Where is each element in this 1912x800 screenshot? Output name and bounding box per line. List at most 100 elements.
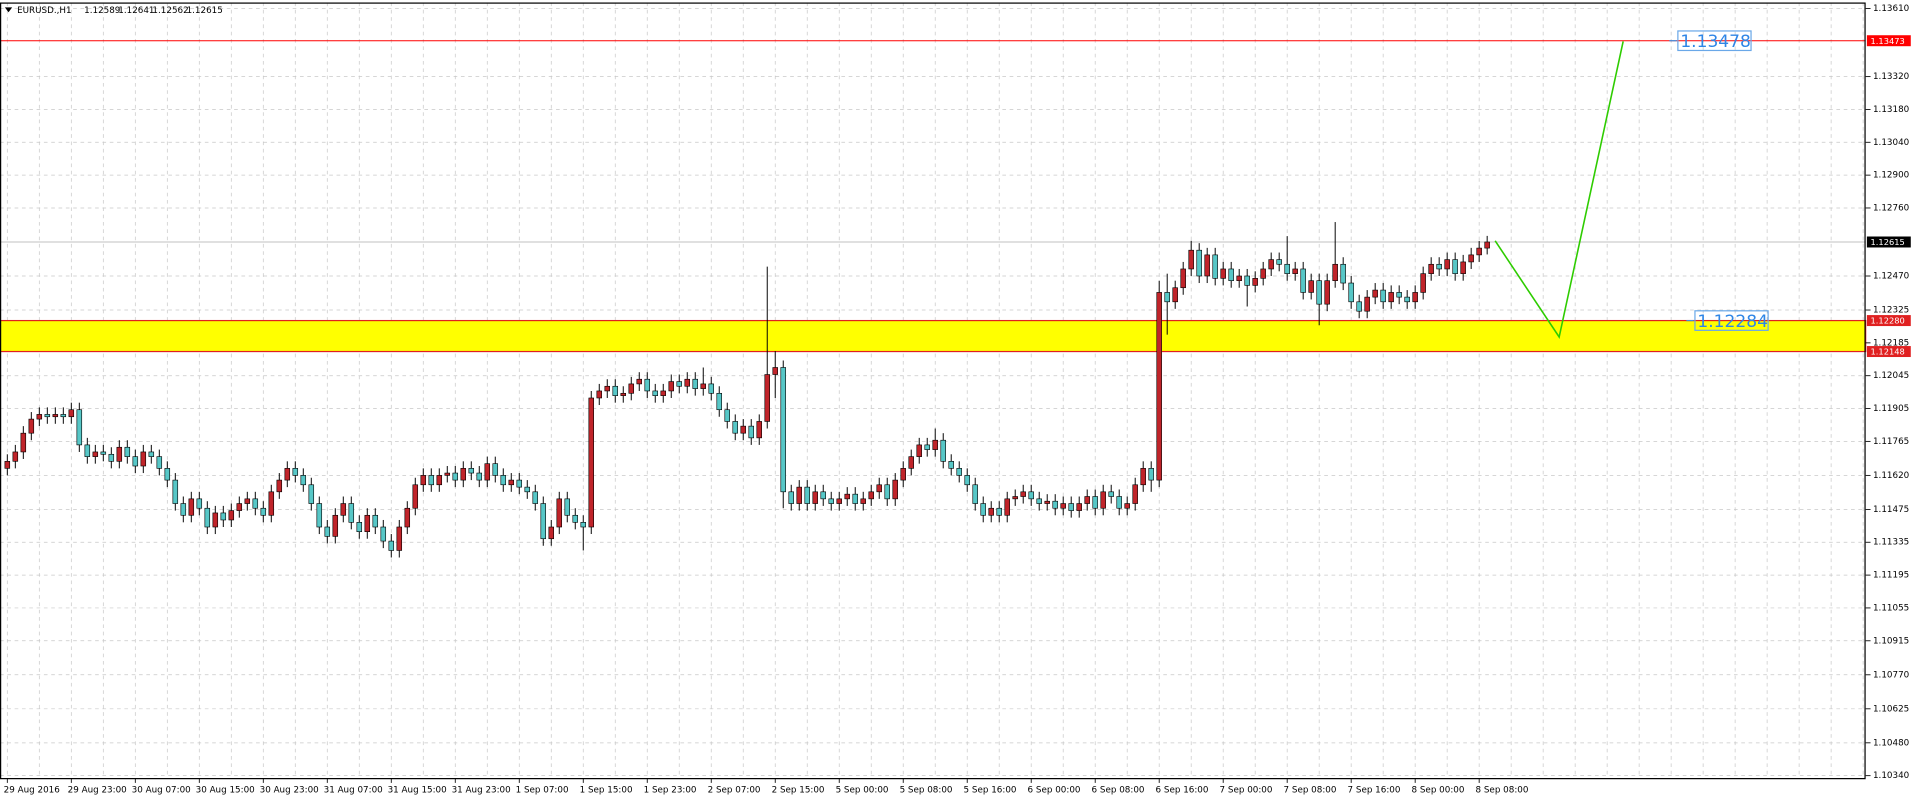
candle-body bbox=[484, 463, 491, 481]
candle-body bbox=[748, 425, 754, 439]
x-tick-label: 1 Sep 23:00 bbox=[644, 786, 697, 796]
x-tick-label: 8 Sep 00:00 bbox=[1412, 786, 1465, 796]
y-tick-label: 1.12900 bbox=[1873, 171, 1909, 181]
candle-body bbox=[932, 439, 938, 450]
candle-body bbox=[1036, 498, 1042, 504]
x-tick-label: 8 Sep 08:00 bbox=[1476, 786, 1529, 796]
candle-body bbox=[1276, 259, 1282, 265]
annotation-box bbox=[1694, 310, 1769, 331]
candle-body bbox=[660, 390, 666, 396]
x-tick-label: 30 Aug 23:00 bbox=[260, 786, 319, 796]
candle-body bbox=[340, 503, 347, 516]
y-tick-label: 1.13040 bbox=[1873, 138, 1909, 148]
candle-body bbox=[1340, 263, 1346, 284]
candle-body bbox=[652, 390, 658, 396]
candle-body bbox=[900, 468, 906, 481]
y-tick-label: 1.12185 bbox=[1873, 338, 1909, 348]
candle-body bbox=[1172, 287, 1178, 303]
candle-body bbox=[116, 446, 123, 462]
x-tick-label: 29 Aug 2016 bbox=[4, 786, 61, 796]
candle-body bbox=[1388, 292, 1394, 303]
candle-body bbox=[12, 451, 19, 462]
x-tick-label: 30 Aug 07:00 bbox=[132, 786, 191, 796]
candle-body bbox=[708, 383, 714, 394]
candle-body bbox=[460, 468, 467, 481]
candle-body bbox=[324, 526, 331, 537]
candle-body bbox=[1452, 259, 1458, 274]
price-box-label: 1.12280 bbox=[1871, 316, 1905, 326]
x-tick-label: 7 Sep 08:00 bbox=[1284, 786, 1337, 796]
candle-body bbox=[548, 526, 555, 540]
grid bbox=[0, 2, 1866, 779]
candle-body bbox=[1108, 491, 1114, 497]
y-tick-label: 1.10625 bbox=[1873, 704, 1909, 714]
candle-body bbox=[1084, 496, 1090, 504]
candle-body bbox=[124, 446, 131, 457]
candle-body bbox=[204, 507, 211, 528]
candle-body bbox=[892, 479, 898, 500]
candle-body bbox=[1284, 263, 1290, 274]
candle-body bbox=[604, 385, 610, 392]
candle-body bbox=[724, 409, 730, 422]
price-box bbox=[1866, 315, 1911, 327]
candle-body bbox=[244, 498, 251, 504]
candle-body bbox=[1044, 500, 1050, 504]
candle-body bbox=[1196, 249, 1202, 277]
candle-body bbox=[220, 512, 227, 521]
candle-body bbox=[452, 472, 459, 481]
candle-body bbox=[260, 507, 267, 516]
candle-body bbox=[1148, 468, 1154, 481]
candle-body bbox=[436, 475, 443, 486]
candle-body bbox=[252, 498, 259, 509]
plot-frame bbox=[0, 2, 1866, 780]
candle-body bbox=[36, 414, 43, 420]
candle-body bbox=[620, 392, 626, 396]
candle-body bbox=[812, 491, 818, 504]
x-tick-label: 7 Sep 16:00 bbox=[1348, 786, 1401, 796]
x-tick-label: 2 Sep 15:00 bbox=[772, 786, 825, 796]
candle-body bbox=[180, 503, 187, 516]
y-tick-label: 1.12045 bbox=[1873, 371, 1909, 381]
candle-body bbox=[1316, 280, 1322, 305]
candle-body bbox=[4, 461, 11, 469]
candle-body bbox=[556, 498, 563, 528]
candle-body bbox=[852, 493, 858, 504]
candle-body bbox=[700, 383, 706, 389]
x-tick-label: 6 Sep 08:00 bbox=[1092, 786, 1145, 796]
candle-body bbox=[940, 439, 946, 462]
y-tick-label: 1.13180 bbox=[1873, 105, 1909, 115]
candle-body bbox=[1412, 292, 1418, 303]
candle-body bbox=[1356, 301, 1362, 312]
y-tick-label: 1.10480 bbox=[1873, 738, 1909, 748]
x-tick-label: 5 Sep 16:00 bbox=[964, 786, 1017, 796]
x-tick-label: 6 Sep 00:00 bbox=[1028, 786, 1081, 796]
candle-body bbox=[1364, 296, 1370, 312]
quote-low: 1.12562 bbox=[152, 6, 188, 16]
y-tick-label: 1.10340 bbox=[1873, 771, 1909, 781]
candle-body bbox=[420, 475, 427, 486]
candle-body bbox=[1212, 254, 1218, 279]
candle-body bbox=[1444, 259, 1450, 270]
candle-body bbox=[596, 390, 602, 399]
candle-body bbox=[780, 367, 786, 493]
candle-body bbox=[228, 510, 235, 521]
candle-body bbox=[396, 526, 403, 551]
price-box-label: 1.12615 bbox=[1871, 237, 1905, 247]
candle-body bbox=[1476, 247, 1482, 256]
x-tick-label: 7 Sep 00:00 bbox=[1220, 786, 1273, 796]
candle-body bbox=[1460, 261, 1466, 274]
candle-body bbox=[1332, 263, 1338, 281]
candle-body bbox=[972, 484, 978, 504]
candle-body bbox=[388, 540, 395, 551]
candle-body bbox=[540, 503, 547, 540]
candle-body bbox=[84, 444, 91, 457]
y-tick-label: 1.11765 bbox=[1873, 437, 1909, 447]
candle-body bbox=[908, 456, 914, 469]
candle-body bbox=[868, 491, 874, 500]
candle-body bbox=[52, 414, 59, 418]
candle-body bbox=[172, 479, 179, 504]
candle-body bbox=[844, 493, 850, 500]
price-box-label: 1.13473 bbox=[1871, 36, 1905, 46]
